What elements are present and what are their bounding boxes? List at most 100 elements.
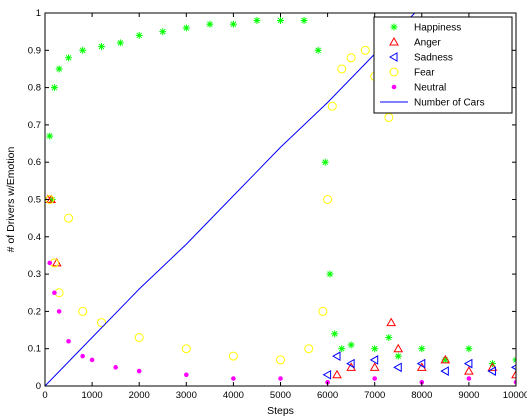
data-point (79, 46, 87, 54)
data-point (300, 16, 308, 24)
data-point (327, 101, 337, 111)
y-tick-label: 0.9 (28, 45, 41, 56)
data-point (346, 53, 356, 63)
data-point (416, 358, 426, 369)
marker-stroke (386, 334, 392, 341)
legend-box (373, 16, 513, 114)
data-point (229, 20, 237, 28)
data-point (97, 318, 107, 328)
data-point (136, 368, 142, 374)
data-point (466, 376, 472, 381)
legend-marker (389, 67, 399, 77)
data-point (323, 195, 333, 204)
legend-marker (388, 52, 398, 62)
x-tick-label: 10000 (503, 390, 527, 401)
marker-stroke (56, 66, 62, 72)
marker-stroke (331, 330, 338, 337)
x-tick-label: 0 (42, 390, 47, 401)
data-point (113, 365, 118, 370)
plot-marks (45, 13, 516, 386)
data-point (346, 358, 355, 369)
legend-label: Number of Cars (414, 98, 485, 109)
x-tick-label: 4000 (223, 390, 244, 401)
marker-stroke (395, 353, 402, 359)
data-point (394, 352, 402, 360)
series-4 (47, 260, 516, 385)
marker-stroke (418, 345, 425, 352)
data-point (418, 345, 426, 353)
data-point (385, 334, 393, 342)
x-tick-label: 9000 (458, 390, 479, 401)
data-point (512, 356, 516, 364)
data-point (65, 54, 73, 62)
marker-stroke (301, 17, 307, 24)
y-tick-label: 0.7 (28, 120, 41, 131)
x-tick-label: 2000 (129, 390, 150, 401)
data-point (304, 344, 314, 354)
data-point (277, 16, 284, 24)
marker-stroke (513, 357, 516, 361)
data-point (159, 28, 167, 36)
data-point (322, 369, 332, 380)
data-point (134, 333, 144, 343)
data-point (276, 355, 285, 365)
data-point (360, 45, 370, 55)
data-point (47, 260, 53, 266)
legend: Happiness Anger Sadness Fear Neutral Number o… (373, 16, 513, 114)
marker-stroke (46, 133, 53, 139)
legend-label: Anger (414, 38, 441, 49)
marker-stroke (371, 345, 378, 352)
data-point (331, 330, 339, 338)
data-point (440, 366, 449, 376)
data-point (314, 46, 322, 54)
x-tick-label: 8000 (411, 390, 432, 401)
data-point (332, 351, 341, 362)
data-point (50, 84, 58, 92)
legend-label: Neutral (414, 83, 446, 94)
marker-stroke (348, 342, 354, 348)
marker-stroke (51, 84, 58, 91)
legend-label: Fear (414, 68, 435, 79)
data-point (228, 351, 238, 361)
y-axis: 0 0.1 0.2 0.3 0.4 0.5 0.6 0.7 0.8 0.9 1 (28, 8, 516, 392)
x-axis-title: Steps (267, 405, 294, 417)
data-point (372, 376, 378, 381)
legend-marker (390, 23, 398, 31)
marker-stroke (117, 40, 124, 46)
y-axis-title: # of Drivers w/Emotion (5, 147, 17, 253)
y-tick-label: 0.6 (28, 157, 41, 168)
data-point (46, 132, 54, 140)
data-point (487, 366, 496, 376)
x-tick-label: 3000 (176, 390, 197, 401)
data-point (371, 345, 379, 353)
marker-stroke (338, 345, 345, 352)
marker-stroke (315, 47, 321, 54)
data-point (318, 306, 328, 316)
y-tick-label: 0 (36, 381, 41, 392)
marker-stroke (183, 25, 190, 31)
y-tick-label: 0.5 (28, 195, 41, 206)
x-tick-label: 6000 (317, 390, 338, 401)
series-0 (46, 16, 516, 368)
marker-stroke (513, 359, 516, 363)
data-point (326, 270, 334, 278)
marker-stroke (466, 345, 472, 352)
y-tick-label: 0.4 (28, 232, 41, 243)
y-tick-label: 0.1 (28, 344, 41, 355)
x-tick-label: 7000 (364, 390, 385, 401)
data-point (321, 158, 329, 166)
data-point (347, 341, 355, 349)
legend-marker (391, 84, 397, 90)
data-point (337, 64, 347, 74)
marker-stroke (65, 54, 72, 61)
y-tick-label: 0.2 (28, 306, 41, 317)
data-point (393, 343, 404, 353)
x-tick-label: 5000 (270, 390, 291, 401)
data-point (78, 306, 88, 316)
data-point (206, 20, 214, 28)
legend-label: Happiness (414, 23, 461, 34)
data-point (369, 362, 380, 371)
data-point (338, 345, 346, 353)
data-point (89, 357, 95, 363)
